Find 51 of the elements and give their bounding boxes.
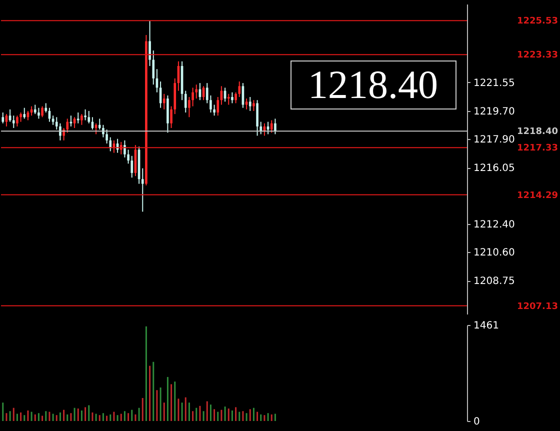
- candlestick: [59, 122, 62, 141]
- candlestick: [20, 112, 22, 122]
- candlestick: [8, 108, 12, 122]
- candlestick: [106, 129, 108, 144]
- candlestick: [213, 104, 216, 116]
- y-tick-label: 1210.60: [474, 248, 515, 258]
- candlestick: [80, 114, 83, 126]
- candlestick: [216, 96, 220, 116]
- candlestick: [44, 102, 48, 113]
- ref-line-label: 1218.40: [517, 127, 558, 138]
- candlestick: [245, 98, 248, 110]
- annotation: 1218.40: [308, 62, 438, 107]
- candlestick: [141, 168, 144, 212]
- candlestick: [52, 115, 54, 126]
- candlestick: [184, 90, 187, 113]
- candlestick: [38, 107, 40, 120]
- candlestick: [248, 96, 252, 112]
- ref-line-label: 1217.33: [517, 144, 558, 154]
- y-tick-label: 1221.55: [474, 78, 515, 89]
- candlestick: [274, 118, 276, 135]
- y-tick-label: 1216.05: [474, 163, 515, 174]
- candlestick: [124, 140, 126, 158]
- candlestick: [256, 100, 258, 136]
- ref-line-label: 1207.13: [517, 302, 558, 312]
- candlestick: [84, 108, 86, 121]
- candlestick: [76, 112, 80, 124]
- candlestick: [88, 110, 90, 124]
- y-tick-label: 1208.75: [474, 276, 515, 288]
- ref-line-label: 1225.53: [517, 16, 558, 27]
- candlestick: [12, 115, 15, 128]
- candlestick: [5, 114, 8, 127]
- candlestick: [41, 106, 44, 118]
- candlestick: [252, 100, 255, 112]
- ref-line-label: 1223.33: [517, 50, 558, 61]
- y-tick-label: 1219.70: [474, 106, 515, 118]
- candlestick: [34, 104, 36, 115]
- y-tick-label: 0: [474, 416, 480, 428]
- candlestick: [162, 93, 166, 110]
- y-tick-label: 1217.90: [474, 134, 515, 146]
- candlestick: [2, 112, 4, 124]
- candlestick: [270, 120, 273, 134]
- candlestick: [231, 92, 234, 104]
- ref-line-label: 1214.29: [517, 190, 558, 201]
- y-tick-label: 1461: [474, 320, 499, 332]
- candlestick: [73, 116, 76, 128]
- candlestick: [23, 107, 26, 120]
- candlestick: [188, 96, 190, 118]
- candlestick: [16, 115, 18, 127]
- candlestick: [227, 93, 230, 106]
- y-tick-label: 1212.40: [474, 220, 515, 231]
- candlestick: [192, 87, 194, 107]
